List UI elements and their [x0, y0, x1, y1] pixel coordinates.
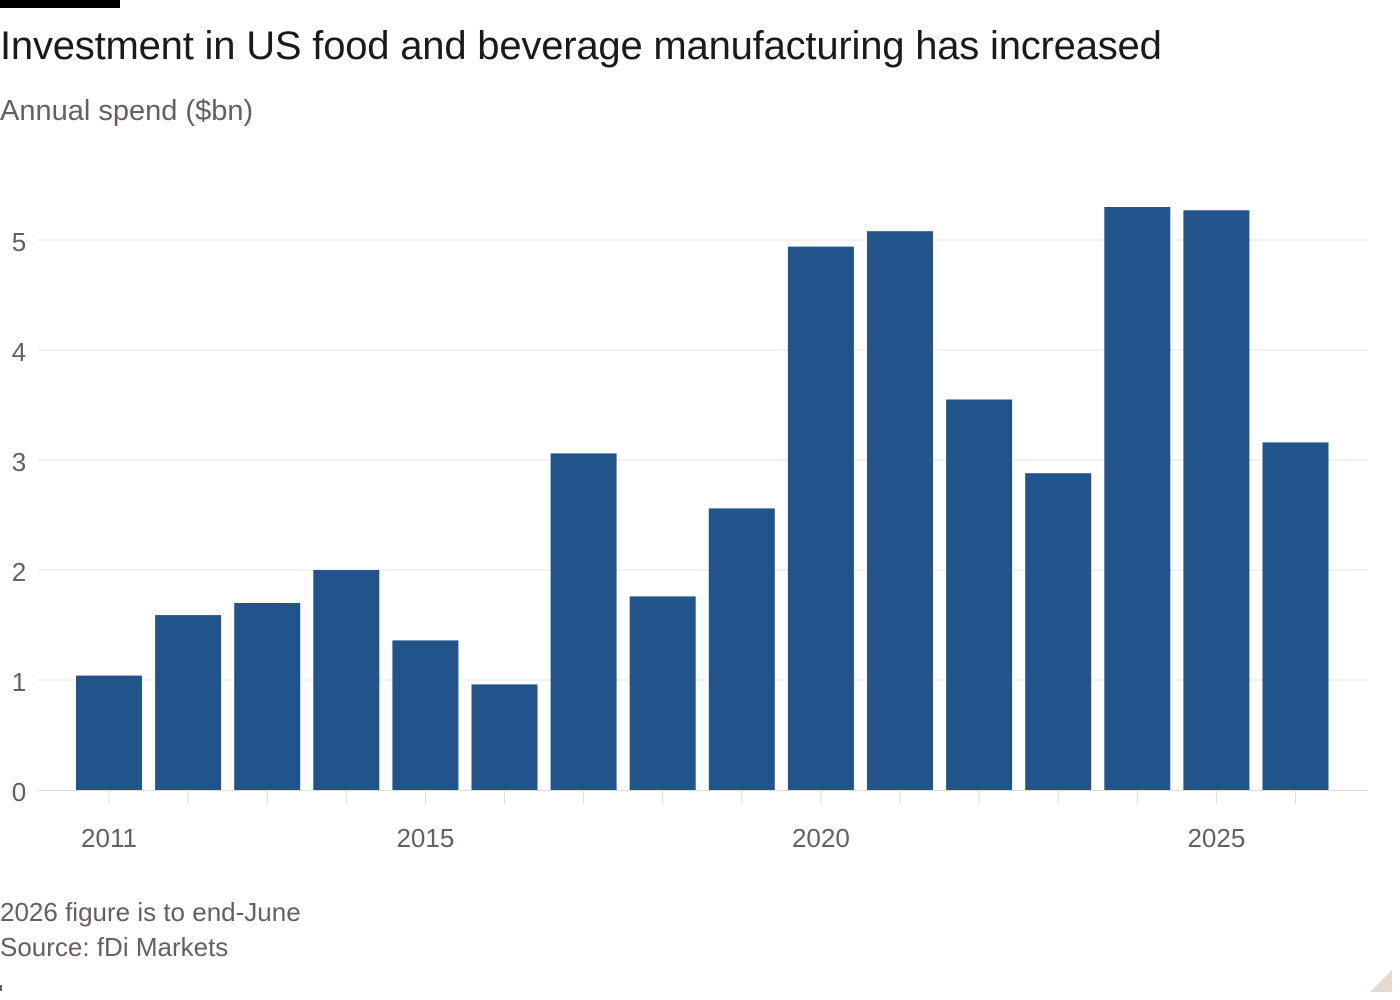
bar-2025	[1183, 210, 1250, 791]
bar-2014	[313, 570, 380, 790]
top-accent-bar	[0, 0, 120, 8]
y-tick-label: 1	[12, 667, 26, 697]
x-tick-label: 2025	[1187, 823, 1245, 853]
bar-2026	[1262, 442, 1329, 790]
chart-subtitle: Annual spend ($bn)	[0, 95, 254, 127]
corner-triangle-icon	[1370, 970, 1392, 992]
bar-2013	[234, 603, 301, 790]
chart-note: 2026 figure is to end-June	[0, 897, 301, 927]
x-axis	[38, 790, 1368, 804]
y-tick-label: 0	[12, 777, 26, 807]
x-tick-label: 2020	[792, 823, 850, 853]
bar-2024	[1104, 207, 1171, 790]
corner-tick	[0, 985, 2, 991]
chart-source: Source: fDi Markets	[0, 932, 229, 962]
bar-2011	[76, 675, 142, 790]
y-tick-label: 2	[12, 557, 26, 587]
y-tick-label: 4	[12, 337, 26, 367]
bar-2019	[708, 508, 775, 790]
bar-2021	[867, 231, 933, 790]
bar-2018	[629, 596, 696, 790]
y-tick-label: 5	[12, 227, 26, 257]
bar-2015	[392, 640, 459, 790]
bar-2012	[155, 615, 222, 790]
x-tick-label: 2011	[81, 823, 137, 853]
bar-2023	[1025, 473, 1092, 790]
y-tick-label: 3	[12, 447, 26, 477]
y-tick-labels: 0 1 2 3 4 5	[12, 227, 26, 807]
bar-2017	[550, 453, 617, 790]
chart-title: Investment in US food and beverage manuf…	[0, 24, 1162, 68]
x-tick-label: 2015	[396, 823, 454, 853]
bar-2020	[787, 246, 854, 791]
bar-2022	[946, 399, 1013, 790]
bars	[76, 207, 1329, 791]
bar-2016	[471, 684, 538, 790]
x-tick-labels: 2011 2015 2020 2025	[81, 823, 1245, 853]
